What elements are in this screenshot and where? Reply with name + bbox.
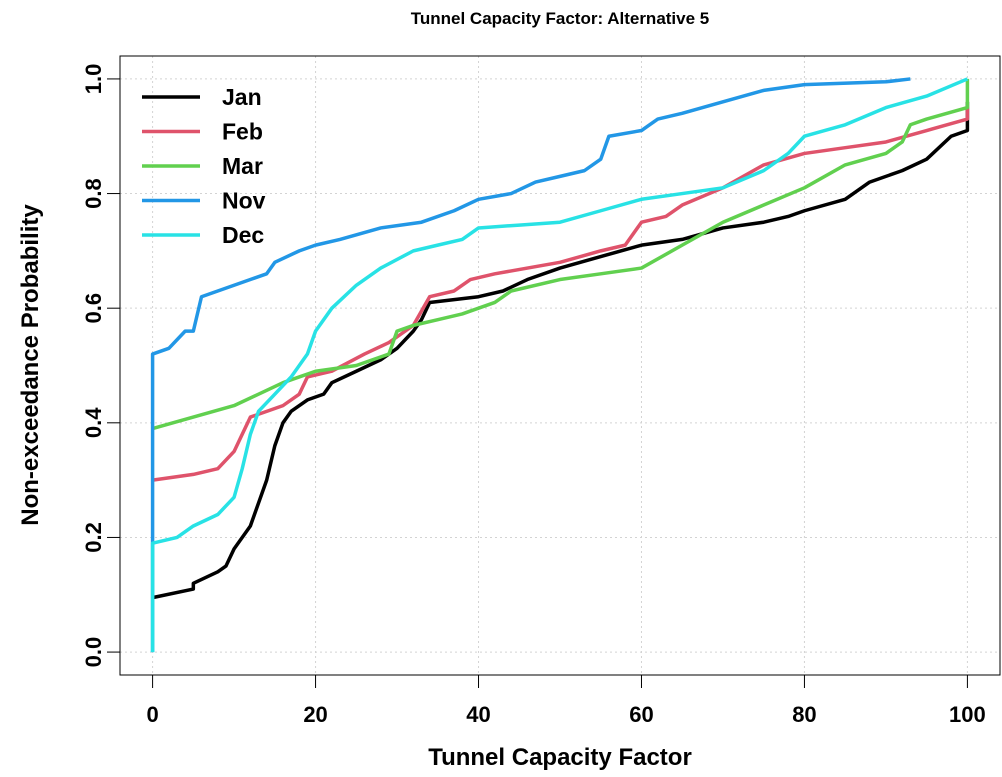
legend-label: Mar xyxy=(222,153,263,179)
y-tick-label: 0.4 xyxy=(81,407,106,438)
y-tick-label: 1.0 xyxy=(81,64,106,95)
y-tick-label: 0.6 xyxy=(81,293,106,324)
legend-label: Feb xyxy=(222,119,263,145)
y-tick-label: 0.2 xyxy=(81,522,106,553)
plot-frame xyxy=(119,55,1001,676)
y-tick-label: 0.0 xyxy=(81,637,106,668)
chart-title: Tunnel Capacity Factor: Alternative 5 xyxy=(411,9,710,28)
data-line xyxy=(150,77,969,653)
x-tick-label: 100 xyxy=(949,702,986,727)
y-tick-label: 0.8 xyxy=(81,178,106,209)
x-tick-label: 40 xyxy=(466,702,490,727)
x-axis-label: Tunnel Capacity Factor xyxy=(428,744,692,771)
legend-label: Dec xyxy=(222,222,264,248)
data-line xyxy=(152,78,970,431)
data-line xyxy=(152,107,970,482)
x-tick-label: 20 xyxy=(303,702,327,727)
x-tick-label: 0 xyxy=(146,702,158,727)
x-tick-label: 80 xyxy=(792,702,816,727)
y-axis-label: Non-exceedance Probability xyxy=(17,204,44,526)
data-line xyxy=(152,101,970,600)
data-line xyxy=(150,77,911,653)
x-tick-label: 60 xyxy=(629,702,653,727)
legend-label: Nov xyxy=(222,188,266,214)
legend-label: Jan xyxy=(222,84,262,110)
